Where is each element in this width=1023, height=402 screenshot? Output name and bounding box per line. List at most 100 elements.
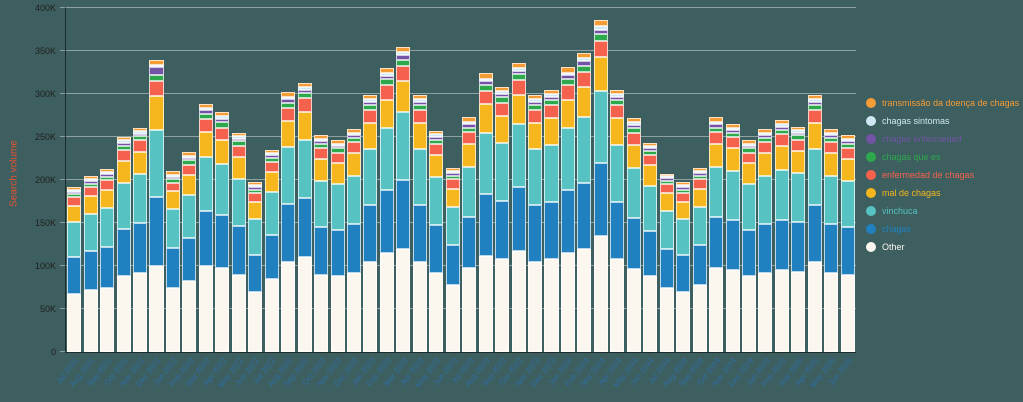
bar-segment-chagas[interactable]: [478, 193, 493, 256]
bar-segment-transmiss-o-da-doen-a-de-chagas[interactable]: [83, 176, 98, 179]
bar-segment-enfermedad-de-chagas[interactable]: [807, 110, 822, 124]
bar-segment-chagas[interactable]: [791, 222, 806, 273]
bar-segment-chagas[interactable]: [363, 204, 378, 262]
bar-segment-vinchuca[interactable]: [478, 132, 493, 194]
bar-segment-enfermedad-de-chagas[interactable]: [511, 80, 526, 95]
bar-segment-chagas-que-es[interactable]: [528, 105, 543, 111]
bar-segment-vinchuca[interactable]: [709, 167, 724, 217]
bar-segment-other[interactable]: [100, 287, 115, 352]
bar-segment-other[interactable]: [116, 276, 131, 352]
bar-segment-other[interactable]: [248, 291, 263, 352]
bar-jun-2023[interactable]: [445, 167, 460, 352]
bar-segment-transmiss-o-da-doen-a-de-chagas[interactable]: [281, 92, 296, 97]
bar-segment-enfermedad-de-chagas[interactable]: [429, 143, 444, 156]
bar-segment-chagas-enfermedad[interactable]: [248, 186, 263, 190]
bar-segment-transmiss-o-da-doen-a-de-chagas[interactable]: [314, 135, 329, 139]
bar-segment-chagas-que-es[interactable]: [346, 137, 362, 143]
bar-segment-chagas-que-es[interactable]: [560, 79, 575, 86]
bar-segment-chagas-enfermedad[interactable]: [741, 145, 757, 149]
bar-segment-other[interactable]: [626, 268, 641, 352]
bar-segment-chagas-que-es[interactable]: [643, 150, 658, 156]
bar-aug-2021[interactable]: [83, 176, 98, 352]
bar-segment-chagas-que-es[interactable]: [807, 105, 822, 111]
bar-oct-2021[interactable]: [116, 137, 131, 352]
bar-segment-chagas[interactable]: [528, 204, 543, 262]
bar-segment-other[interactable]: [593, 235, 608, 352]
bar-nov-2021[interactable]: [133, 127, 148, 352]
bar-segment-mal-de-chagas[interactable]: [544, 118, 559, 145]
bar-segment-mal-de-chagas[interactable]: [791, 150, 806, 174]
bar-segment-other[interactable]: [297, 257, 312, 352]
bar-segment-other[interactable]: [429, 272, 444, 352]
bar-segment-chagas-que-es[interactable]: [626, 128, 641, 133]
bar-segment-other[interactable]: [840, 274, 855, 352]
bar-segment-chagas-que-es[interactable]: [149, 75, 164, 82]
bar-dec-2022[interactable]: [346, 129, 362, 352]
bar-segment-transmiss-o-da-doen-a-de-chagas[interactable]: [231, 132, 246, 137]
bar-segment-transmiss-o-da-doen-a-de-chagas[interactable]: [445, 167, 460, 172]
bar-segment-enfermedad-de-chagas[interactable]: [182, 164, 197, 175]
bar-segment-transmiss-o-da-doen-a-de-chagas[interactable]: [346, 129, 362, 133]
bar-segment-chagas-que-es[interactable]: [445, 175, 460, 180]
bar-segment-other[interactable]: [149, 266, 164, 352]
bar-segment-chagas-sintomas[interactable]: [363, 99, 378, 102]
bar-segment-chagas-que-es[interactable]: [100, 176, 115, 181]
bar-segment-chagas-enfermedad[interactable]: [429, 137, 444, 140]
bar-segment-chagas-enfermedad[interactable]: [544, 96, 559, 101]
bar-segment-transmiss-o-da-doen-a-de-chagas[interactable]: [133, 127, 148, 132]
bar-segment-mal-de-chagas[interactable]: [462, 143, 477, 168]
bar-segment-enfermedad-de-chagas[interactable]: [725, 137, 740, 149]
bar-segment-enfermedad-de-chagas[interactable]: [824, 142, 839, 154]
bar-segment-chagas-que-es[interactable]: [67, 193, 82, 198]
bar-segment-chagas-sintomas[interactable]: [478, 78, 493, 82]
bar-segment-chagas-que-es[interactable]: [774, 130, 789, 135]
bar-segment-chagas-enfermedad[interactable]: [231, 138, 246, 142]
bar-segment-enfermedad-de-chagas[interactable]: [791, 139, 806, 151]
bar-segment-transmiss-o-da-doen-a-de-chagas[interactable]: [676, 182, 691, 185]
bar-jun-2022[interactable]: [248, 182, 263, 352]
bar-segment-chagas-enfermedad[interactable]: [363, 101, 378, 106]
bar-segment-chagas[interactable]: [198, 210, 213, 266]
bar-segment-chagas-enfermedad[interactable]: [643, 148, 658, 151]
bar-segment-chagas[interactable]: [231, 226, 246, 275]
bar-segment-transmiss-o-da-doen-a-de-chagas[interactable]: [709, 117, 724, 122]
bar-segment-transmiss-o-da-doen-a-de-chagas[interactable]: [495, 87, 510, 92]
bar-segment-chagas-enfermedad[interactable]: [659, 178, 674, 181]
bar-segment-other[interactable]: [133, 272, 148, 352]
bar-segment-chagas[interactable]: [560, 190, 575, 254]
bar-segment-chagas-que-es[interactable]: [83, 183, 98, 187]
bar-segment-enfermedad-de-chagas[interactable]: [314, 148, 329, 160]
bar-segment-chagas-enfermedad[interactable]: [67, 191, 82, 194]
bar-segment-chagas-sintomas[interactable]: [676, 184, 691, 187]
legend-item-chagas-enfermedad[interactable]: chagas enfermedad: [866, 134, 1022, 144]
bar-segment-chagas-enfermedad[interactable]: [462, 124, 477, 128]
bar-segment-chagas-enfermedad[interactable]: [116, 143, 131, 146]
bar-segment-chagas-sintomas[interactable]: [297, 87, 312, 90]
bar-segment-transmiss-o-da-doen-a-de-chagas[interactable]: [511, 63, 526, 69]
bar-segment-enfermedad-de-chagas[interactable]: [560, 85, 575, 101]
bar-segment-transmiss-o-da-doen-a-de-chagas[interactable]: [429, 131, 444, 135]
bar-segment-chagas-sintomas[interactable]: [462, 121, 477, 125]
bar-segment-vinchuca[interactable]: [100, 207, 115, 248]
bar-may-2022[interactable]: [231, 132, 246, 352]
bar-segment-vinchuca[interactable]: [593, 90, 608, 163]
bar-segment-chagas-sintomas[interactable]: [116, 140, 131, 144]
bar-segment-enfermedad-de-chagas[interactable]: [544, 105, 559, 119]
bar-segment-vinchuca[interactable]: [741, 184, 757, 230]
bar-oct-2024[interactable]: [709, 117, 724, 352]
bar-segment-chagas-sintomas[interactable]: [198, 107, 213, 111]
bar-segment-enfermedad-de-chagas[interactable]: [149, 81, 164, 96]
bar-segment-other[interactable]: [264, 278, 279, 352]
bar-segment-transmiss-o-da-doen-a-de-chagas[interactable]: [577, 52, 592, 58]
bar-segment-chagas[interactable]: [116, 229, 131, 277]
bar-segment-enfermedad-de-chagas[interactable]: [709, 131, 724, 144]
bar-segment-chagas-enfermedad[interactable]: [281, 99, 296, 103]
bar-segment-transmiss-o-da-doen-a-de-chagas[interactable]: [824, 129, 839, 133]
bar-segment-chagas-sintomas[interactable]: [83, 178, 98, 181]
bar-segment-chagas[interactable]: [676, 254, 691, 292]
bar-segment-vinchuca[interactable]: [824, 175, 839, 224]
bar-segment-chagas[interactable]: [725, 220, 740, 271]
bar-segment-enfermedad-de-chagas[interactable]: [281, 107, 296, 121]
bar-segment-chagas-enfermedad[interactable]: [215, 118, 230, 123]
bar-segment-chagas[interactable]: [264, 235, 279, 279]
